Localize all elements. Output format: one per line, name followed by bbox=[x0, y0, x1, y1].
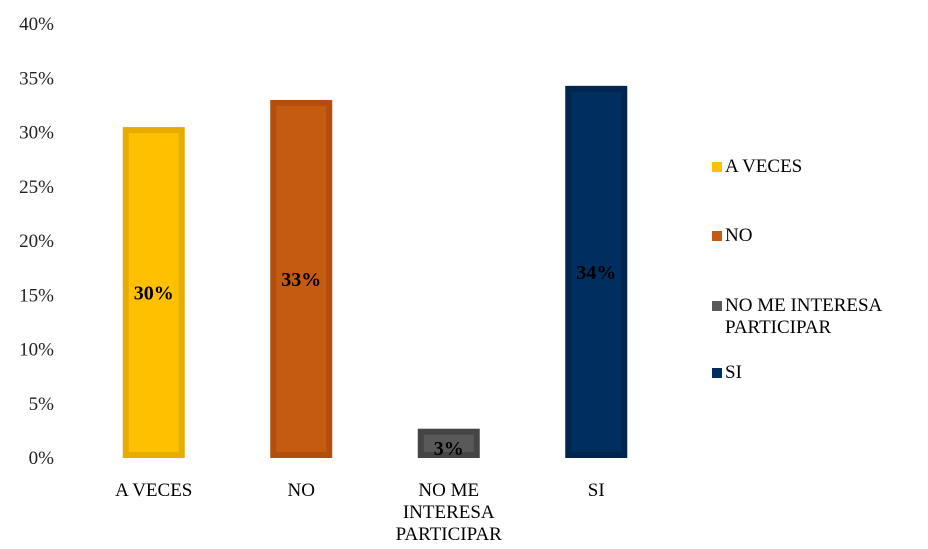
bar-no bbox=[270, 99, 333, 458]
x-category-label-a-veces: A VECES bbox=[115, 480, 192, 501]
legend-label-no: NO bbox=[725, 225, 753, 246]
bar-no-me-interesa-participar bbox=[417, 428, 480, 458]
y-tick-label: 15% bbox=[19, 285, 54, 306]
y-tick-label: 20% bbox=[19, 231, 54, 252]
legend-swatch-no-me-interesa-participar bbox=[712, 301, 722, 311]
legend-label-a-veces: A VECES bbox=[725, 156, 803, 177]
x-category-label-si: SI bbox=[588, 480, 605, 501]
y-tick-label: 25% bbox=[19, 177, 54, 198]
y-tick-label: 10% bbox=[19, 340, 54, 361]
legend-swatch-si bbox=[712, 368, 722, 378]
y-tick-label: 30% bbox=[19, 123, 54, 144]
legend-item-no-me-interesa-participar: NO ME INTERESA PARTICIPAR bbox=[712, 295, 928, 339]
data-label-no: 33% bbox=[281, 269, 321, 291]
bars: 30% 33% 3% 34% bbox=[122, 85, 628, 460]
legend-label-si: SI bbox=[725, 362, 742, 383]
legend-item-a-veces: A VECES bbox=[712, 156, 802, 178]
data-label-si: 34% bbox=[576, 262, 616, 284]
y-tick-label: 35% bbox=[19, 68, 54, 89]
data-label-no-me-interesa-participar: 3% bbox=[434, 438, 464, 460]
y-tick-label: 0% bbox=[29, 448, 55, 469]
data-label-a-veces: 30% bbox=[134, 283, 174, 305]
legend-label-no-me-interesa-participar: NO ME INTERESA PARTICIPAR bbox=[725, 295, 882, 338]
legend-item-no: NO bbox=[712, 225, 752, 247]
x-category-label-no: NO bbox=[288, 480, 315, 501]
legend-swatch-no bbox=[712, 231, 722, 241]
x-category-label-no-me-interesa-participar: NO ME INTERESA PARTICIPAR bbox=[396, 480, 503, 545]
bar-si bbox=[565, 85, 628, 458]
x-axis: A VECES NO NO ME INTERESA PARTICIPAR SI bbox=[115, 480, 605, 545]
y-tick-label: 40% bbox=[19, 14, 54, 35]
legend-swatch-a-veces bbox=[712, 162, 722, 172]
legend-item-si: SI bbox=[712, 362, 742, 384]
y-tick-label: 5% bbox=[29, 394, 55, 415]
bar-a-veces bbox=[122, 127, 185, 458]
y-axis: 0% 5% 10% 15% 20% 25% 30% 35% 40% bbox=[19, 14, 54, 469]
